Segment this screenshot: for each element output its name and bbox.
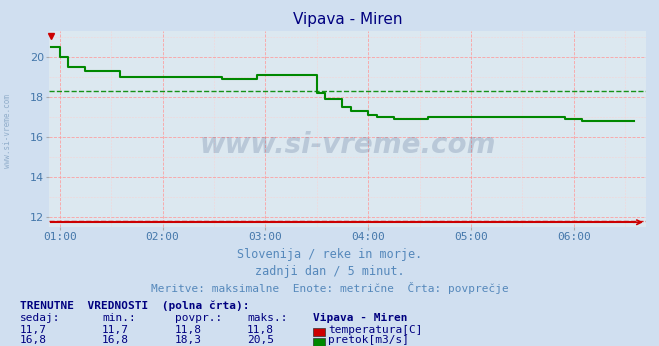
Text: 20,5: 20,5 xyxy=(247,335,274,345)
Text: sedaj:: sedaj: xyxy=(20,313,60,323)
Text: temperatura[C]: temperatura[C] xyxy=(328,325,422,335)
Text: Meritve: maksimalne  Enote: metrične  Črta: povprečje: Meritve: maksimalne Enote: metrične Črta… xyxy=(151,282,508,294)
Text: povpr.:: povpr.: xyxy=(175,313,222,323)
Text: Slovenija / reke in morje.: Slovenija / reke in morje. xyxy=(237,248,422,261)
Text: www.si-vreme.com: www.si-vreme.com xyxy=(200,130,496,158)
Text: 11,8: 11,8 xyxy=(247,325,274,335)
Text: 16,8: 16,8 xyxy=(20,335,47,345)
Text: pretok[m3/s]: pretok[m3/s] xyxy=(328,335,409,345)
Text: Vipava - Miren: Vipava - Miren xyxy=(313,313,407,323)
Text: 16,8: 16,8 xyxy=(102,335,129,345)
Text: 11,8: 11,8 xyxy=(175,325,202,335)
Text: www.si-vreme.com: www.si-vreme.com xyxy=(3,94,13,169)
Text: 18,3: 18,3 xyxy=(175,335,202,345)
Text: 11,7: 11,7 xyxy=(102,325,129,335)
Text: 11,7: 11,7 xyxy=(20,325,47,335)
Text: TRENUTNE  VREDNOSTI  (polna črta):: TRENUTNE VREDNOSTI (polna črta): xyxy=(20,300,249,311)
Title: Vipava - Miren: Vipava - Miren xyxy=(293,12,403,27)
Text: maks.:: maks.: xyxy=(247,313,287,323)
Text: min.:: min.: xyxy=(102,313,136,323)
Text: zadnji dan / 5 minut.: zadnji dan / 5 minut. xyxy=(254,265,405,278)
